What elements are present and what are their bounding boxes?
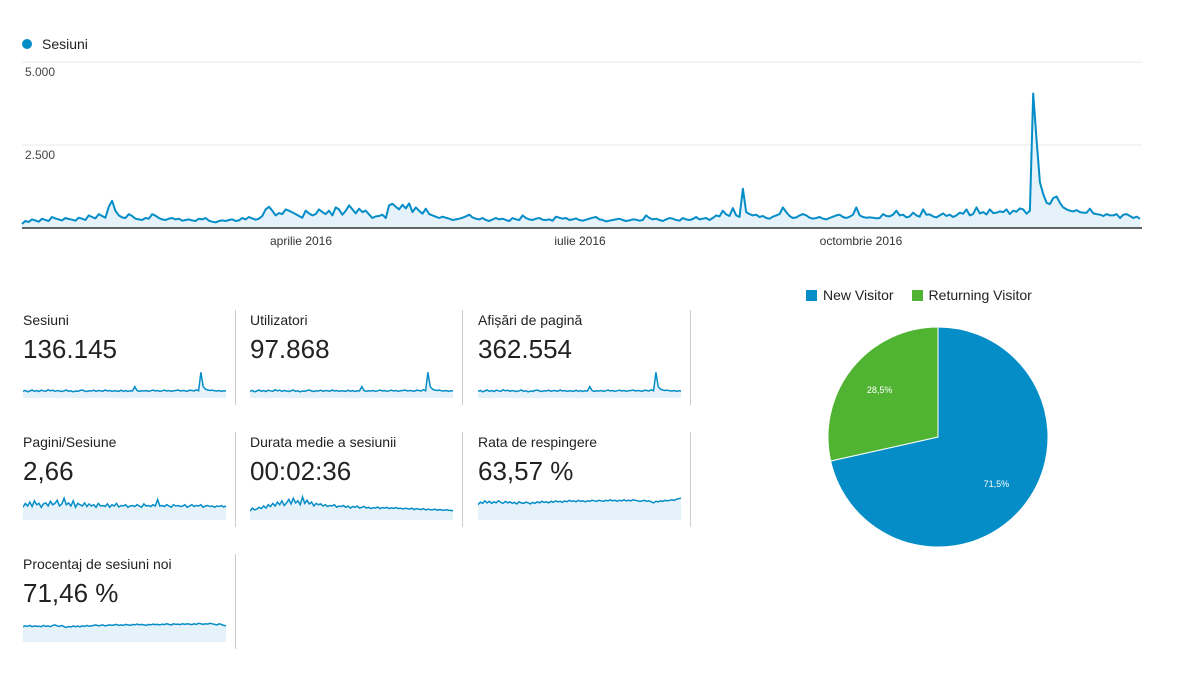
sessions-line-chart[interactable]: 5.000 2.500 aprilie 2016 iulie 2016 octo… (0, 55, 1150, 255)
sparkline-area (250, 496, 453, 520)
sparkline-line (250, 494, 454, 512)
metric-label: Durata medie a sesiunii (250, 434, 397, 450)
sparkline-line (23, 372, 227, 393)
pie-slice-returning-visitor[interactable] (827, 326, 939, 462)
metric-label: Pagini/Sesiune (23, 434, 117, 450)
metric-label: Sesiuni (23, 312, 69, 328)
x-tick-label-aprilie: aprilie 2016 (270, 234, 332, 248)
pie-legend: New Visitor Returning Visitor (806, 287, 1050, 303)
y-tick-label-2500: 2.500 (25, 148, 55, 162)
sparkline-line (478, 372, 682, 393)
sparkline-procentaj (23, 622, 227, 642)
metric-label: Procentaj de sesiuni noi (23, 556, 172, 572)
sessions-area-fill (22, 93, 1140, 228)
pie-legend-label: New Visitor (823, 287, 894, 303)
sparkline-line (478, 497, 682, 506)
sparkline-area (478, 372, 681, 398)
metric-value: 136.145 (23, 334, 117, 364)
metric-procentaj-sesiuni-noi[interactable]: Procentaj de sesiuni noi 71,46 % (23, 554, 236, 649)
x-tick-label-iulie: iulie 2016 (554, 234, 606, 248)
pie-slice-label: 28,5% (867, 385, 893, 395)
metric-rata-respingere[interactable]: Rata de respingere 63,57 % (478, 432, 691, 527)
new-visitor-swatch (806, 289, 817, 301)
metric-sesiuni[interactable]: Sesiuni 136.145 (23, 310, 236, 405)
pie-legend-item-returning[interactable]: Returning Visitor (911, 287, 1032, 303)
pie-legend-item-new[interactable]: New Visitor (806, 287, 894, 303)
metric-value: 00:02:36 (250, 456, 352, 486)
visitor-pie-chart[interactable]: 71,5% 28,5% (826, 325, 1050, 549)
x-tick-label-octombrie: octombrie 2016 (820, 234, 903, 248)
metric-value: 71,46 % (23, 578, 119, 608)
y-tick-label-5000: 5.000 (25, 65, 55, 79)
pie-slice-new-visitor[interactable] (830, 326, 1049, 548)
metric-label: Utilizatori (250, 312, 308, 328)
metric-label: Rata de respingere (478, 434, 598, 450)
sparkline-line (23, 496, 227, 510)
sparkline-area (23, 498, 226, 520)
metric-value: 97.868 (250, 334, 330, 364)
sparkline-area (250, 372, 453, 398)
sparkline-afisari (478, 372, 682, 398)
pie-slice-label: 71,5% (984, 479, 1010, 489)
sparkline-pagini-sesiune (23, 496, 227, 520)
sparkline-utilizatori (250, 372, 454, 398)
sessions-line (21, 92, 1141, 225)
sparkline-line (23, 622, 227, 629)
returning-visitor-swatch (911, 289, 923, 301)
sparkline-sesiuni (23, 372, 227, 398)
sparkline-area (23, 623, 226, 642)
pie-legend-label: Returning Visitor (928, 287, 1032, 303)
sesiuni-legend-dot (22, 39, 32, 49)
sparkline-rata (478, 497, 682, 520)
metric-value: 63,57 % (478, 456, 574, 486)
legend-label-sesiuni: Sesiuni (42, 36, 88, 52)
metric-durata-medie[interactable]: Durata medie a sesiunii 00:02:36 (250, 432, 463, 527)
metric-label: Afișări de pagină (478, 312, 583, 328)
sparkline-area (23, 372, 226, 398)
chart-legend[interactable]: Sesiuni (22, 36, 88, 52)
metric-utilizatori[interactable]: Utilizatori 97.868 (250, 310, 463, 405)
sparkline-durata (250, 494, 454, 520)
metric-value: 2,66 (23, 456, 74, 486)
metric-value: 362.554 (478, 334, 572, 364)
sessions-series (21, 92, 1141, 228)
sparkline-line (250, 372, 454, 393)
metric-afisari-de-pagina[interactable]: Afișări de pagină 362.554 (478, 310, 691, 405)
metric-pagini-sesiune[interactable]: Pagini/Sesiune 2,66 (23, 432, 236, 527)
